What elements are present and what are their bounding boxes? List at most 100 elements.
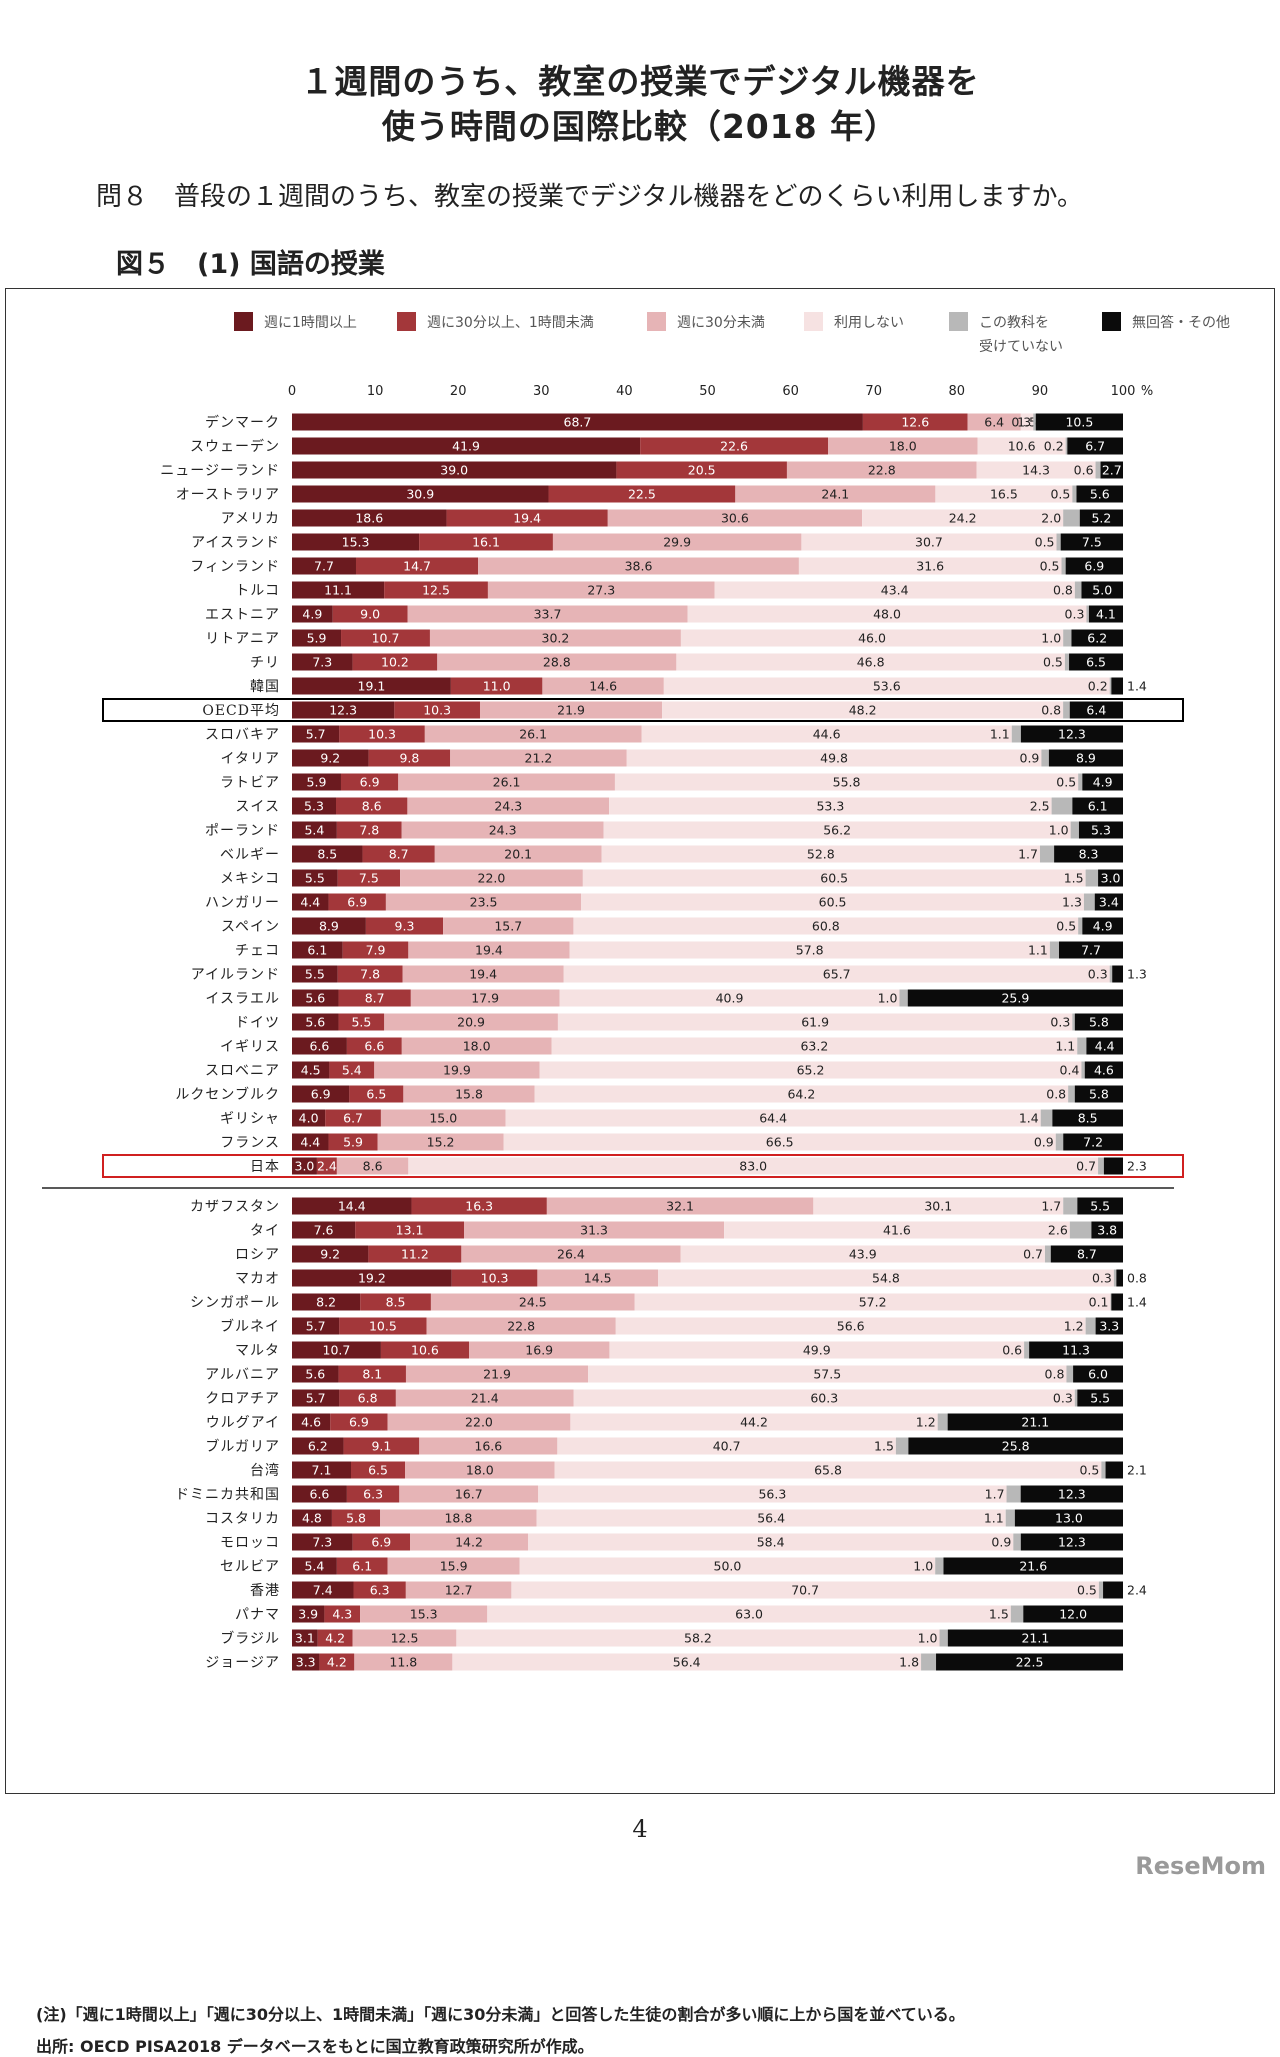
- bar-segment: [1088, 605, 1123, 623]
- bar-segment: [292, 581, 385, 599]
- data-label: 5.4: [342, 1063, 362, 1078]
- axis-tick-label: 70: [865, 384, 882, 399]
- data-label: 0.3: [1050, 1015, 1070, 1030]
- legend-swatch: [804, 312, 823, 331]
- bar-segment: [1098, 1157, 1104, 1175]
- bar-segment: [452, 1653, 922, 1671]
- data-label: 5.7: [306, 1391, 326, 1406]
- data-label: 15.7: [494, 919, 522, 934]
- data-label: 52.8: [807, 847, 835, 862]
- bar-segment: [947, 1629, 1123, 1647]
- data-label: 6.1: [1088, 799, 1108, 814]
- bar-segment: [338, 989, 411, 1007]
- data-label: 4.9: [302, 607, 322, 622]
- data-label: 58.2: [684, 1631, 712, 1646]
- data-label: 5.5: [305, 967, 325, 982]
- data-label: 18.0: [889, 439, 917, 454]
- bar-segment: [387, 1557, 520, 1575]
- country-label: スロベニア: [205, 1063, 280, 1079]
- data-label: 12.5: [422, 583, 450, 598]
- bar-segment: [1103, 1157, 1123, 1175]
- country-label: アメリカ: [221, 511, 280, 527]
- data-label: 8.9: [319, 919, 339, 934]
- country-label: ラトビア: [220, 775, 280, 791]
- data-label: 10.5: [369, 1319, 397, 1334]
- bar-segment: [292, 1509, 332, 1527]
- data-label: 4.6: [301, 1415, 321, 1430]
- bar-segment: [408, 941, 570, 959]
- data-label: 14.4: [338, 1199, 366, 1214]
- bar-segment: [1048, 749, 1123, 767]
- bar-segment: [616, 461, 787, 479]
- bar-segment: [1063, 629, 1072, 647]
- data-label: 40.7: [713, 1439, 741, 1454]
- bar-segment: [714, 581, 1075, 599]
- bar-segment: [443, 917, 574, 935]
- axis-tick-label: 20: [450, 384, 467, 399]
- bar-segment: [1033, 413, 1036, 431]
- data-label: 17.9: [471, 991, 499, 1006]
- data-label: 0.7: [1023, 1247, 1043, 1262]
- bar-segment: [1082, 773, 1123, 791]
- data-label: 49.9: [803, 1343, 831, 1358]
- data-label: 1.7: [1018, 847, 1038, 862]
- data-label: 14.2: [455, 1535, 483, 1550]
- bar-segment: [384, 1013, 558, 1031]
- bar-segment: [292, 1605, 325, 1623]
- data-label: 2.5: [1030, 799, 1050, 814]
- data-label: 7.9: [366, 943, 386, 958]
- bar-segment: [342, 941, 409, 959]
- country-label: ニュージーランド: [160, 463, 280, 479]
- bar-segment: [437, 653, 677, 671]
- bar-segment: [967, 413, 1021, 431]
- data-label: 7.5: [1082, 535, 1102, 550]
- bar-segment: [542, 677, 664, 695]
- data-label: 27.3: [587, 583, 615, 598]
- bar-segment: [1113, 1269, 1117, 1287]
- bar-segment: [551, 1037, 1078, 1055]
- bar-segment: [329, 1061, 375, 1079]
- bar-segment: [1068, 1085, 1075, 1103]
- data-label: 3.9: [298, 1607, 318, 1622]
- data-label: 0.5: [1056, 919, 1076, 934]
- data-label: 5.6: [305, 991, 325, 1006]
- country-label: トルコ: [235, 583, 280, 599]
- data-label: 6.7: [1085, 439, 1105, 454]
- data-label: 28.8: [543, 655, 571, 670]
- data-label: 30.7: [915, 535, 943, 550]
- bar-segment: [426, 1317, 616, 1335]
- bar-segment: [328, 1133, 378, 1151]
- bar-segment: [539, 1061, 1082, 1079]
- data-label: 9.2: [320, 751, 340, 766]
- bar-segment: [328, 893, 386, 911]
- bar-segment: [662, 701, 1064, 719]
- bar-segment: [1054, 845, 1123, 863]
- bar-segment: [557, 1437, 896, 1455]
- data-label: 6.1: [352, 1559, 372, 1574]
- bar-segment: [478, 557, 799, 575]
- page-title-line2: 使う時間の国際比較（2018 年）: [381, 107, 899, 146]
- data-label: 57.2: [859, 1295, 887, 1310]
- bar-segment: [658, 1269, 1114, 1287]
- bar-segment: [292, 1013, 339, 1031]
- data-label: 44.2: [740, 1415, 768, 1430]
- bar-segment: [292, 1157, 317, 1175]
- data-label: 6.3: [363, 1487, 383, 1502]
- data-label: 1.4: [1127, 679, 1147, 694]
- data-label: 48.2: [849, 703, 877, 718]
- data-label: 0.6: [1002, 1343, 1022, 1358]
- data-label: 44.6: [813, 727, 841, 742]
- bar-segment: [1063, 1133, 1123, 1151]
- bar-segment: [339, 725, 425, 743]
- bar-segment: [862, 509, 1064, 527]
- bar-segment: [336, 1557, 388, 1575]
- data-label: 3.3: [1099, 1319, 1119, 1334]
- country-label: チリ: [250, 655, 280, 671]
- data-label: 0.5: [1056, 775, 1076, 790]
- data-label: 5.8: [346, 1511, 366, 1526]
- bar-segment: [1040, 1109, 1053, 1127]
- bar-segment: [430, 1293, 635, 1311]
- bar-segment: [626, 749, 1042, 767]
- data-label: 7.7: [1081, 943, 1101, 958]
- country-label: 日本: [250, 1159, 280, 1175]
